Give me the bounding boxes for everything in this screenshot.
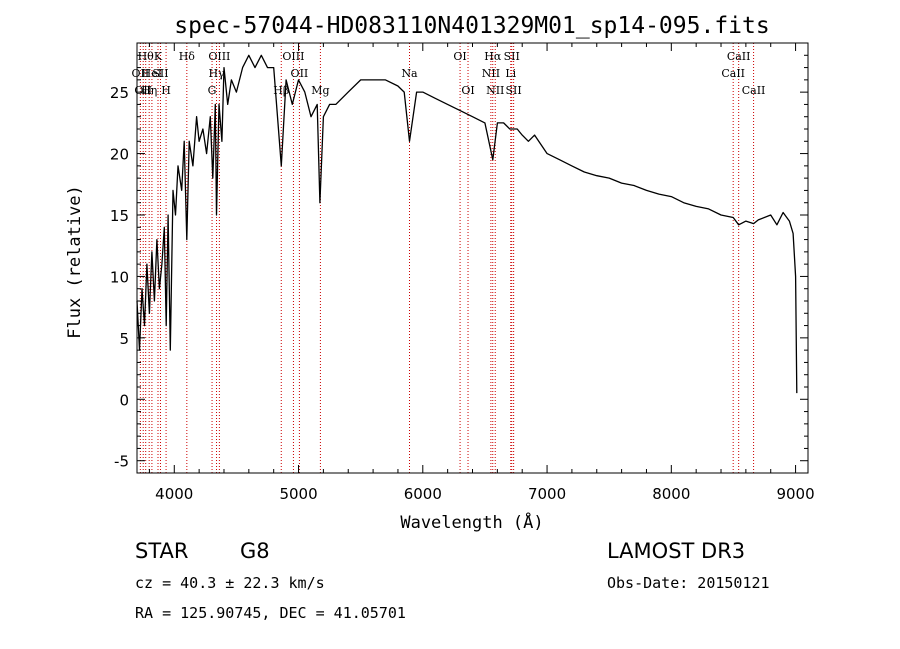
line-label-27: CaII xyxy=(742,84,766,97)
x-tick-label-0: 4000 xyxy=(155,485,193,503)
x-tick-label-5: 9000 xyxy=(776,485,814,503)
spectral-line-markers xyxy=(139,43,755,473)
y-tick-label-6: 25 xyxy=(110,84,129,102)
line-label-26: CaII xyxy=(727,50,751,63)
line-label-18: OI xyxy=(461,84,474,97)
plot-frame xyxy=(136,42,809,474)
velocity-readout: cz = 40.3 ± 22.3 km/s xyxy=(135,574,325,592)
x-tick-label-1: 5000 xyxy=(279,485,317,503)
x-tick-label-2: 6000 xyxy=(404,485,442,503)
line-label-3: Hη xyxy=(141,84,157,97)
x-axis-label: Wavelength (Å) xyxy=(400,511,543,533)
line-label-5: K xyxy=(154,50,163,63)
y-axis-label: Flux (relative) xyxy=(65,185,85,339)
line-label-20: Hα xyxy=(484,50,502,63)
line-label-9: G xyxy=(208,84,217,97)
line-label-19: NII xyxy=(482,67,500,80)
y-tick-label-3: 10 xyxy=(110,268,129,286)
object-class: STAR xyxy=(135,539,189,563)
line-label-13: OIII xyxy=(282,50,304,63)
line-label-10: Hγ xyxy=(208,67,225,80)
line-label-24: SII xyxy=(506,84,522,97)
line-label-0: OII xyxy=(131,67,149,80)
line-label-14: OII xyxy=(291,67,309,80)
y-tick-label-4: 15 xyxy=(110,207,129,225)
line-label-8: Hδ xyxy=(179,50,196,63)
coordinates-readout: RA = 125.90745, DEC = 41.05701 xyxy=(135,604,406,622)
spectrum-line-spectrum xyxy=(136,54,798,394)
y-axis: -5 0 5 10 15 20 25 xyxy=(110,54,808,471)
line-label-16: Na xyxy=(401,67,418,80)
y-tick-label-0: -5 xyxy=(114,453,129,471)
spectral-line-labels: OIIOIIHθHηHeIKSIIHHδGHγOIIIHβOIIIOIIMgNa… xyxy=(131,50,765,97)
line-label-4: HeI xyxy=(142,67,162,80)
x-tick-label-3: 7000 xyxy=(528,485,566,503)
line-label-2: Hθ xyxy=(138,50,155,63)
line-label-6: SII xyxy=(152,67,168,80)
chart-title: spec-57044-HD083110N401329M01_sp14-095.f… xyxy=(174,13,769,39)
line-label-17: OI xyxy=(453,50,466,63)
line-label-11: OIII xyxy=(208,50,230,63)
y-tick-label-2: 5 xyxy=(119,330,129,348)
y-tick-label-5: 20 xyxy=(110,146,129,164)
line-label-22: Li xyxy=(505,67,516,80)
line-label-21: NII xyxy=(486,84,504,97)
line-label-25: CaII xyxy=(721,67,745,80)
line-label-1: OII xyxy=(134,84,152,97)
y-tick-label-1: 0 xyxy=(119,391,129,409)
spectrum-data xyxy=(136,54,798,394)
survey-name: LAMOST DR3 xyxy=(607,539,746,563)
object-subclass: G8 xyxy=(240,539,270,563)
observation-date: Obs-Date: 20150121 xyxy=(607,574,770,592)
x-axis: 4000 5000 6000 7000 8000 9000 xyxy=(148,43,815,503)
line-label-23: SII xyxy=(504,50,520,63)
line-label-15: Mg xyxy=(311,84,329,97)
line-label-7: H xyxy=(161,84,171,97)
x-tick-label-4: 8000 xyxy=(652,485,690,503)
